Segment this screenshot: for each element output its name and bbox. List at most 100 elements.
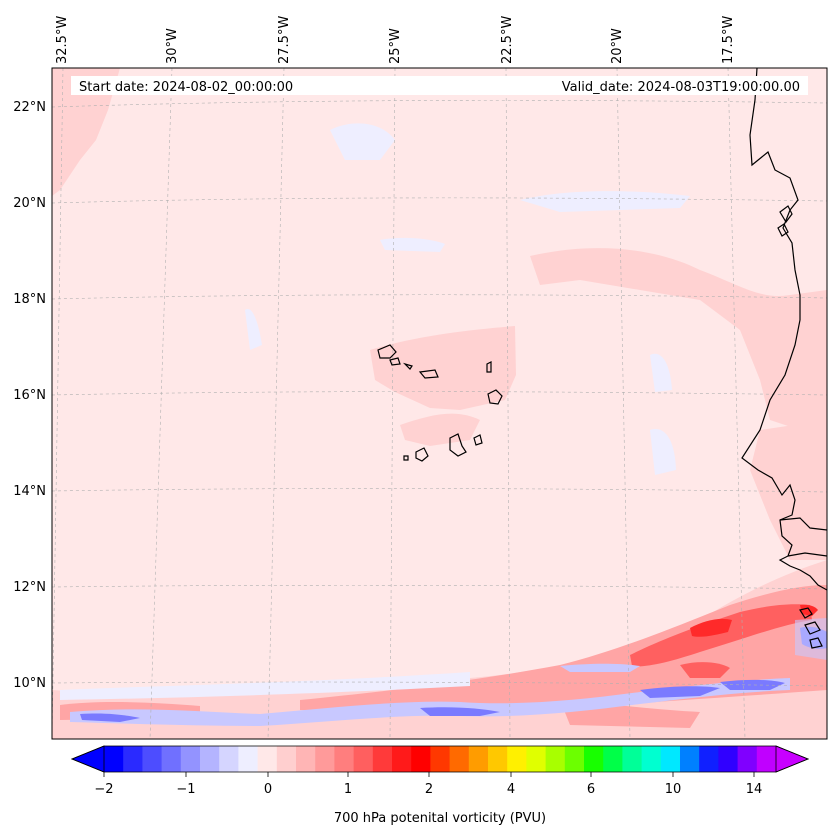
cv-santo-antao: [377, 344, 397, 359]
colorbar-cell: [584, 746, 604, 772]
pv-high-spot: [680, 662, 730, 678]
colorbar-title: 700 hPa potenital vorticity (PVU): [334, 811, 546, 826]
colorbar-cell: [238, 746, 259, 772]
colorbar-cell: [622, 746, 643, 772]
colorbar-cell: [200, 746, 220, 772]
africa-coastline: [741, 68, 827, 591]
neg-region-middle: [380, 237, 445, 252]
colorbar-cell: [699, 746, 719, 772]
colorbar-cell: [123, 746, 143, 772]
colorbar-over-arrow: [775, 745, 810, 773]
map-frame: [51, 67, 828, 740]
colorbar-cell: [180, 746, 201, 772]
colorbar-cell: [334, 746, 355, 772]
lat-label: 10°N: [13, 676, 46, 691]
cv-boa-vista: [487, 389, 503, 405]
senegal-coast-detail: [779, 517, 827, 557]
neg-band-south-core: [80, 679, 785, 722]
canary-island-2: [777, 223, 789, 237]
gridlines: [52, 68, 827, 739]
start-date-label: Start date: 2024-08-02_00:00:00: [79, 80, 293, 95]
latitude-labels: 22°N 20°N 18°N 16°N 14°N 12°N 10°N: [13, 100, 46, 691]
colorbar-cell: [564, 746, 585, 772]
colorbar-cell: [680, 746, 700, 772]
colorbar-tick-label: −1: [176, 782, 195, 797]
colorbar-cell: [430, 746, 451, 772]
cv-sao-nicolau: [402, 362, 439, 379]
colorbar-cell: [507, 746, 527, 772]
colorbar-cell: [161, 746, 182, 772]
colorbar-cell: [488, 746, 508, 772]
coastlines: [377, 68, 827, 649]
neg-region-south-lane: [60, 672, 470, 700]
colorbar-tick-label: −2: [94, 782, 113, 797]
pv-region-east-band: [530, 248, 827, 430]
longitude-labels: 32.5°W 30°W 27.5°W 25°W 22.5°W 20°W 17.5…: [55, 16, 736, 64]
colorbar-cell: [257, 746, 278, 772]
colorbar-cells: [104, 746, 777, 772]
colorbar-cell: [411, 746, 431, 772]
colorbar-cell: [641, 746, 662, 772]
lon-label: 25°W: [388, 28, 403, 64]
colorbar-cell: [296, 746, 316, 772]
lat-label: 16°N: [13, 388, 46, 403]
cv-sal: [486, 361, 492, 373]
pv-high-ridge: [630, 604, 812, 667]
colorbar-tick-label: 1: [344, 782, 352, 797]
colorbar-cell: [104, 746, 124, 772]
neg-region-north: [330, 123, 395, 160]
lat-label: 22°N: [13, 100, 46, 115]
colorbar-cell: [353, 746, 374, 772]
date-banner: [71, 76, 808, 95]
valid-date-label: Valid_date: 2024-08-03T19:00:00.00: [562, 80, 800, 95]
colorbar-cell: [468, 746, 489, 772]
colorbar-cell: [276, 746, 297, 772]
colorbar-cell: [756, 746, 777, 772]
colorbar: −2 −1 0 1 2 4 6 10 14 700 hPa potenital …: [70, 745, 810, 826]
colorbar-cell: [737, 746, 758, 772]
colorbar-cell: [219, 746, 239, 772]
pv-region-northwest: [52, 68, 120, 196]
colorbar-cell: [603, 746, 623, 772]
pv-region-cabo-verde-south: [400, 413, 480, 446]
lon-label: 27.5°W: [277, 16, 292, 64]
colorbar-cell: [392, 746, 412, 772]
colorbar-cell: [718, 746, 739, 772]
cv-santiago: [449, 433, 467, 457]
colorbar-under-arrow: [70, 745, 105, 773]
colorbar-cell: [449, 746, 470, 772]
lat-label: 14°N: [13, 484, 46, 499]
neg-region-east-lower: [650, 429, 676, 475]
pv-max-core: [690, 618, 732, 637]
colorbar-tick-labels: −2 −1 0 1 2 4 6 10 14: [94, 782, 762, 797]
lon-label: 30°W: [165, 28, 180, 64]
colorbar-ticks: [103, 772, 755, 777]
cv-brava: [403, 455, 409, 461]
colorbar-cell: [660, 746, 681, 772]
colorbar-tick-label: 14: [746, 782, 763, 797]
pv-negative-light: [60, 123, 690, 700]
pv-region-cabo-verde: [370, 326, 516, 410]
colorbar-cell: [545, 746, 566, 772]
pv-contours-high: [630, 604, 812, 678]
lon-label: 22.5°W: [500, 16, 515, 64]
neg-region-west-blob: [245, 309, 262, 350]
lon-label: 20°W: [610, 28, 625, 64]
neg-region-east-blob: [650, 353, 672, 392]
neg-region-northeast: [520, 191, 690, 212]
lon-label: 32.5°W: [55, 16, 70, 64]
gulf-islands: [799, 607, 823, 649]
pv-mid-south: [300, 585, 827, 712]
neg-band-east-light: [795, 618, 827, 660]
map-panel: [52, 68, 827, 739]
colorbar-tick-label: 4: [507, 782, 515, 797]
colorbar-tick-label: 6: [587, 782, 595, 797]
cv-maio: [473, 434, 483, 446]
colorbar-tick-label: 2: [425, 782, 433, 797]
colorbar-cell: [526, 746, 547, 772]
lat-label: 12°N: [13, 580, 46, 595]
colorbar-cell: [315, 746, 335, 772]
lat-label: 20°N: [13, 196, 46, 211]
colorbar-cell: [142, 746, 163, 772]
